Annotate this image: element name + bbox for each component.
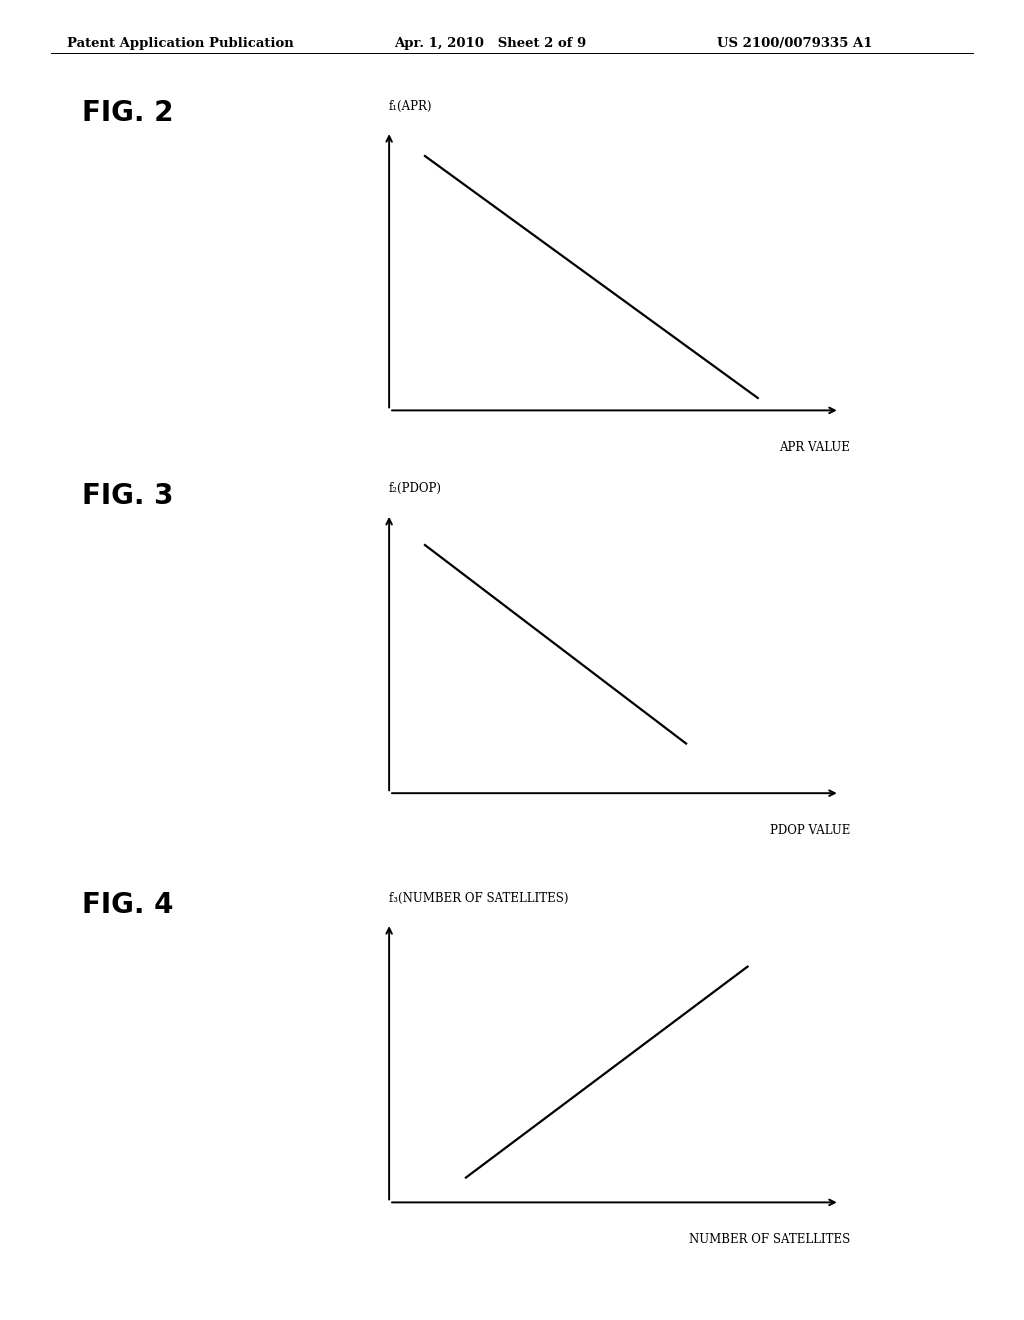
Text: NUMBER OF SATELLITES: NUMBER OF SATELLITES: [689, 1233, 850, 1246]
Text: Apr. 1, 2010   Sheet 2 of 9: Apr. 1, 2010 Sheet 2 of 9: [394, 37, 587, 50]
Text: f₃(NUMBER OF SATELLITES): f₃(NUMBER OF SATELLITES): [389, 891, 568, 904]
Text: US 2100/0079335 A1: US 2100/0079335 A1: [717, 37, 872, 50]
Text: Patent Application Publication: Patent Application Publication: [67, 37, 293, 50]
Text: PDOP VALUE: PDOP VALUE: [770, 824, 850, 837]
Text: f₂(PDOP): f₂(PDOP): [389, 482, 442, 495]
Text: f₁(APR): f₁(APR): [389, 99, 432, 112]
Text: FIG. 3: FIG. 3: [82, 482, 173, 510]
Text: FIG. 4: FIG. 4: [82, 891, 173, 919]
Text: FIG. 2: FIG. 2: [82, 99, 173, 127]
Text: APR VALUE: APR VALUE: [779, 441, 850, 454]
